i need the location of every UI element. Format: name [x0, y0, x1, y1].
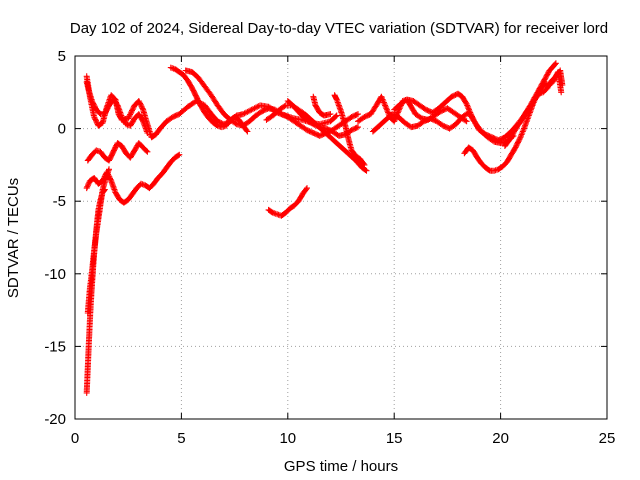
data-point-markers [182, 67, 361, 139]
ticks-layer: 0 5 10 15 20 25 5 0 -5 -10 -15 -20 [44, 48, 615, 447]
series-pass-q [84, 166, 112, 316]
y-tick-label: -20 [44, 411, 66, 428]
data-point-markers [331, 92, 368, 168]
x-axis-label: GPS time / hours [284, 458, 398, 475]
x-tick-label: 5 [177, 430, 185, 447]
data-point-markers [83, 79, 151, 136]
data-point-markers [83, 151, 183, 206]
x-tick-label: 0 [71, 430, 79, 447]
y-axis-label: SDTVAR / TECUs [5, 178, 22, 298]
y-tick-label: 0 [58, 121, 66, 138]
series-pass-o [83, 151, 183, 206]
data-point-markers [501, 67, 566, 149]
data-point-markers [284, 98, 361, 139]
x-tick-label: 25 [599, 430, 616, 447]
series-pass-r [265, 185, 310, 219]
series-pass-n [84, 140, 151, 164]
data-point-markers [83, 73, 340, 141]
data-points-layer [83, 60, 566, 396]
y-tick-label: -15 [44, 338, 66, 355]
data-point-markers [310, 93, 334, 119]
data-point-markers [84, 166, 112, 316]
series-pass-h [310, 93, 334, 119]
series-pass-a [83, 73, 340, 141]
chart-title: Day 102 of 2024, Sidereal Day-to-day VTE… [70, 20, 608, 37]
x-tick-label: 10 [279, 430, 296, 447]
series-pass-d [182, 67, 361, 139]
series-pass-g [331, 92, 368, 168]
series-pass-f [284, 98, 361, 139]
y-tick-label: -5 [53, 193, 66, 210]
plot-frame [74, 55, 608, 420]
x-tick-label: 20 [492, 430, 509, 447]
x-tick-label: 15 [386, 430, 403, 447]
series-pass-b [83, 79, 151, 136]
y-tick-label: -10 [44, 266, 66, 283]
data-point-markers [84, 140, 151, 164]
y-tick-label: 5 [58, 48, 66, 65]
data-point-markers [265, 185, 310, 219]
series-pass-m [501, 67, 566, 149]
